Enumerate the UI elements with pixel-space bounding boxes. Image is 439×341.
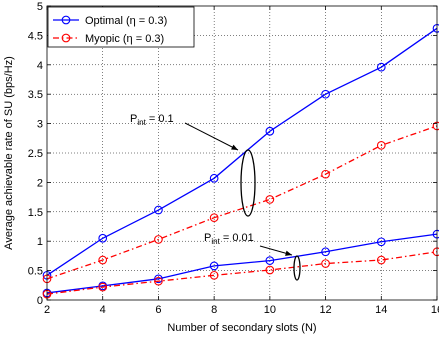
series-line	[46, 27, 438, 276]
arrow-head	[231, 144, 238, 150]
grid	[47, 6, 437, 300]
x-tick-label: 8	[211, 304, 217, 316]
data-point	[154, 274, 163, 284]
y-axis-label: Average achievable rate of SU (bps/Hz)	[3, 56, 15, 250]
data-point	[98, 255, 108, 265]
x-tick-label: 14	[375, 304, 387, 316]
data-point	[98, 233, 108, 243]
x-tick-label: 16	[431, 304, 439, 316]
annotations: Pint = 0.1 Pint = 0.01	[130, 113, 301, 281]
legend-label: Myopic (η = 0.3)	[85, 33, 164, 45]
annotation-label: Pint = 0.01	[204, 232, 254, 246]
annotation-ellipse	[293, 255, 301, 281]
y-tick-label: 2.5	[28, 148, 43, 160]
y-tick-label: 0	[37, 295, 43, 307]
y-tick-label: 4	[37, 60, 43, 72]
x-axis-label: Number of secondary slots (N)	[167, 322, 316, 334]
data-point	[154, 276, 163, 286]
series-0	[42, 23, 439, 280]
legend-marker	[61, 15, 71, 25]
data-point	[376, 62, 386, 72]
data-point	[321, 247, 330, 257]
annotation-label: Pint = 0.1	[130, 113, 174, 127]
x-tick-label: 2	[44, 304, 50, 316]
y-tick-label: 1.5	[28, 207, 43, 219]
y-tick-label: 3	[37, 119, 43, 131]
legend: Optimal (η = 0.3) Myopic (η = 0.3)	[47, 6, 195, 48]
series-line	[46, 233, 438, 294]
data-point	[265, 265, 275, 275]
y-tick-label: 0.5	[28, 266, 43, 278]
x-tick-label: 10	[264, 304, 276, 316]
series-line	[46, 251, 438, 295]
data-point	[154, 205, 163, 215]
y-tick-label: 5	[37, 1, 43, 13]
data-point	[376, 255, 386, 265]
axes: 2 4 6 8 10 12 14 16 0 0.5 1 1.5 2 2.5 3 3.5 4 4.5 5	[28, 1, 439, 316]
data-point	[321, 169, 330, 179]
legend-label: Optimal (η = 0.3)	[85, 15, 167, 27]
annotation-arrow	[184, 122, 239, 151]
x-tick-label: 6	[155, 304, 161, 316]
legend-item: Myopic (η = 0.3)	[53, 33, 164, 45]
data-point	[209, 213, 219, 223]
arrow-head	[285, 250, 292, 256]
x-tick-label: 4	[100, 304, 106, 316]
legend-marker	[61, 33, 71, 43]
data-point	[209, 270, 219, 280]
data-point	[154, 235, 163, 244]
data-point	[265, 126, 275, 136]
data-point	[209, 261, 219, 271]
data-point	[376, 141, 386, 150]
annotation-ellipse	[240, 149, 256, 217]
y-tick-label: 4.5	[28, 30, 43, 42]
data-point	[376, 237, 386, 247]
legend-item: Optimal (η = 0.3)	[53, 15, 167, 27]
series-layer	[42, 23, 439, 299]
y-tick-label: 3.5	[28, 89, 43, 101]
data-point	[265, 256, 275, 265]
series-line	[46, 125, 438, 280]
x-tick-label: 12	[319, 304, 331, 316]
data-point	[98, 282, 108, 292]
data-point	[321, 89, 330, 99]
legend-box	[47, 6, 195, 48]
y-tick-label: 2	[37, 177, 43, 189]
data-point	[321, 259, 330, 268]
y-tick-label: 1	[37, 236, 43, 248]
data-point	[265, 195, 275, 204]
data-point	[209, 173, 219, 183]
plot-frame	[46, 5, 438, 301]
